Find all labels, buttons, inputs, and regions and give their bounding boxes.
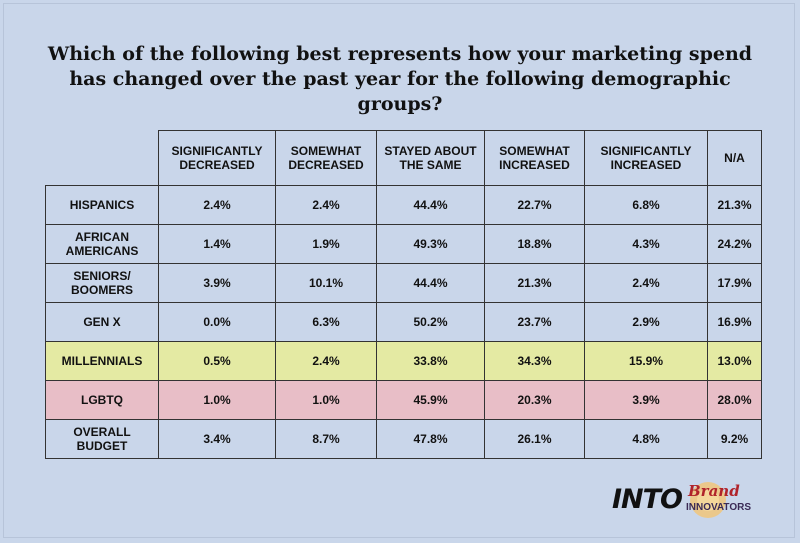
table-row: HISPANICS 2.4% 2.4% 44.4% 22.7% 6.8% 21.3% (45, 185, 762, 225)
row-label: SENIORS/ BOOMERS (45, 263, 159, 303)
value-cell: 13.0% (707, 341, 762, 381)
value-cell: 3.9% (584, 380, 708, 420)
value-cell: 2.9% (584, 302, 708, 342)
table-row: OVERALL BUDGET 3.4% 8.7% 47.8% 26.1% 4.8% 9.2% (45, 419, 762, 459)
value-cell: 44.4% (376, 263, 485, 303)
table-row: LGBTQ 1.0% 1.0% 45.9% 20.3% 3.9% 28.0% (45, 380, 762, 420)
col-header: SOMEWHAT DECREASED (275, 130, 377, 186)
value-cell: 3.9% (158, 263, 276, 303)
value-cell: 21.3% (707, 185, 762, 225)
value-cell: 9.2% (707, 419, 762, 459)
value-cell: 4.3% (584, 224, 708, 264)
sunburst-icon (690, 482, 726, 518)
value-cell: 4.8% (584, 419, 708, 459)
value-cell: 45.9% (376, 380, 485, 420)
table-row: GEN X 0.0% 6.3% 50.2% 23.7% 2.9% 16.9% (45, 302, 762, 342)
value-cell: 33.8% (376, 341, 485, 381)
value-cell: 18.8% (484, 224, 585, 264)
row-label: MILLENNIALS (45, 341, 159, 381)
value-cell: 15.9% (584, 341, 708, 381)
value-cell: 6.8% (584, 185, 708, 225)
header-row: SIGNIFICANTLY DECREASED SOMEWHAT DECREAS… (45, 130, 762, 186)
value-cell: 17.9% (707, 263, 762, 303)
value-cell: 34.3% (484, 341, 585, 381)
value-cell: 0.0% (158, 302, 276, 342)
value-cell: 1.4% (158, 224, 276, 264)
value-cell: 2.4% (275, 341, 377, 381)
value-cell: 49.3% (376, 224, 485, 264)
value-cell: 21.3% (484, 263, 585, 303)
page-frame (3, 3, 795, 538)
col-header: STAYED ABOUT THE SAME (376, 130, 485, 186)
value-cell: 50.2% (376, 302, 485, 342)
col-header: SIGNIFICANTLY INCREASED (584, 130, 708, 186)
value-cell: 1.0% (275, 380, 377, 420)
value-cell: 26.1% (484, 419, 585, 459)
value-cell: 2.4% (158, 185, 276, 225)
row-label: GEN X (45, 302, 159, 342)
row-label: HISPANICS (45, 185, 159, 225)
value-cell: 10.1% (275, 263, 377, 303)
brand-text: Brand (687, 482, 740, 500)
innovators-text: INNOVATORS (686, 502, 751, 513)
value-cell: 2.4% (275, 185, 377, 225)
table-row: SENIORS/ BOOMERS 3.9% 10.1% 44.4% 21.3% 2.4% 1… (45, 263, 762, 303)
chart-title: Which of the following best represents h… (47, 43, 753, 115)
value-cell: 8.7% (275, 419, 377, 459)
corner-cell (45, 130, 159, 186)
table-row: MILLENNIALS 0.5% 2.4% 33.8% 34.3% 15.9% 13.0% (45, 341, 762, 381)
value-cell: 3.4% (158, 419, 276, 459)
value-cell: 16.9% (707, 302, 762, 342)
value-cell: 1.0% (158, 380, 276, 420)
value-cell: 28.0% (707, 380, 762, 420)
value-cell: 6.3% (275, 302, 377, 342)
value-cell: 23.7% (484, 302, 585, 342)
value-cell: 20.3% (484, 380, 585, 420)
col-header: SIGNIFICANTLY DECREASED (158, 130, 276, 186)
value-cell: 1.9% (275, 224, 377, 264)
value-cell: 0.5% (158, 341, 276, 381)
value-cell: 44.4% (376, 185, 485, 225)
value-cell: 22.7% (484, 185, 585, 225)
table-row: AFRICAN AMERICANS 1.4% 1.9% 49.3% 18.8% 4.3% 2… (45, 224, 762, 264)
value-cell: 47.8% (376, 419, 485, 459)
row-label: OVERALL BUDGET (45, 419, 159, 459)
row-label: LGBTQ (45, 380, 159, 420)
row-label: AFRICAN AMERICANS (45, 224, 159, 264)
value-cell: 2.4% (584, 263, 708, 303)
col-header: N/A (707, 130, 762, 186)
col-header: SOMEWHAT INCREASED (484, 130, 585, 186)
into-logo: INTO (612, 484, 683, 515)
value-cell: 24.2% (707, 224, 762, 264)
data-table: SIGNIFICANTLY DECREASED SOMEWHAT DECREAS… (45, 130, 762, 459)
brand-innovators-logo: Brand INNOVATORS (686, 482, 751, 518)
